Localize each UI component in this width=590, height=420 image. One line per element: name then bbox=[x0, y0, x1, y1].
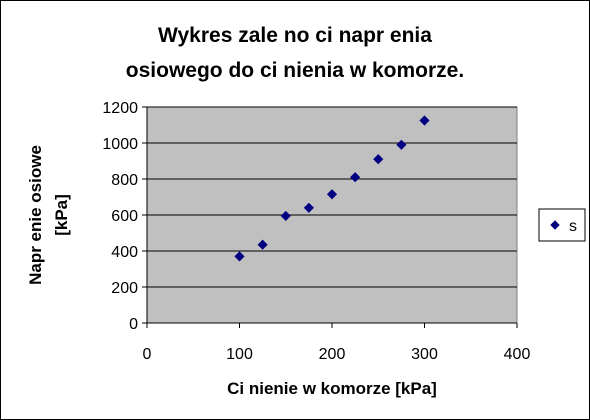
y-tick-label-1000: 1000 bbox=[102, 136, 138, 153]
legend-label: s bbox=[569, 218, 577, 235]
y-axis-title: Napr enie osiowe [kPa] bbox=[26, 145, 71, 285]
data-point-0-3 bbox=[303, 202, 314, 213]
y-tick-label-800: 800 bbox=[111, 172, 138, 189]
y-axis-ticks: 0 200 400 600 800 1000 1200 bbox=[102, 100, 147, 333]
y-tick-label-0: 0 bbox=[129, 316, 138, 333]
data-point-0-6 bbox=[373, 154, 384, 165]
legend: s bbox=[538, 208, 586, 242]
data-point-0-7 bbox=[396, 139, 407, 150]
legend-box bbox=[538, 208, 586, 242]
data-point-0-5 bbox=[350, 172, 361, 183]
data-point-0-8 bbox=[419, 115, 430, 126]
x-axis-title: Ci nienie w komorze [kPa] bbox=[227, 379, 437, 398]
data-point-0-1 bbox=[257, 239, 268, 250]
y-tick-label-400: 400 bbox=[111, 244, 138, 261]
legend-marker bbox=[550, 220, 560, 230]
y-tick-label-200: 200 bbox=[111, 280, 138, 297]
data-point-0-0 bbox=[234, 251, 245, 262]
x-tick-label-300: 300 bbox=[411, 346, 438, 363]
gridlines bbox=[147, 106, 517, 288]
y-axis-title-line-2: [kPa] bbox=[52, 194, 71, 236]
y-tick-label-600: 600 bbox=[111, 208, 138, 225]
data-points bbox=[234, 115, 430, 262]
x-tick-label-0: 0 bbox=[143, 346, 152, 363]
chart-title-line-2: osiowego do ci nienia w komorze. bbox=[126, 59, 464, 82]
chart-title-line-1: Wykres zale no ci napr enia bbox=[158, 24, 432, 47]
y-axis-title-line-1: Napr enie osiowe bbox=[26, 145, 45, 285]
x-axis-ticks: 0 100 200 300 400 bbox=[143, 323, 531, 363]
data-point-0-2 bbox=[280, 210, 291, 221]
data-point-0-4 bbox=[326, 189, 338, 200]
x-tick-label-100: 100 bbox=[226, 346, 253, 363]
x-tick-label-400: 400 bbox=[504, 346, 531, 363]
y-tick-label-1200: 1200 bbox=[102, 100, 138, 117]
x-tick-label-200: 200 bbox=[319, 346, 346, 363]
